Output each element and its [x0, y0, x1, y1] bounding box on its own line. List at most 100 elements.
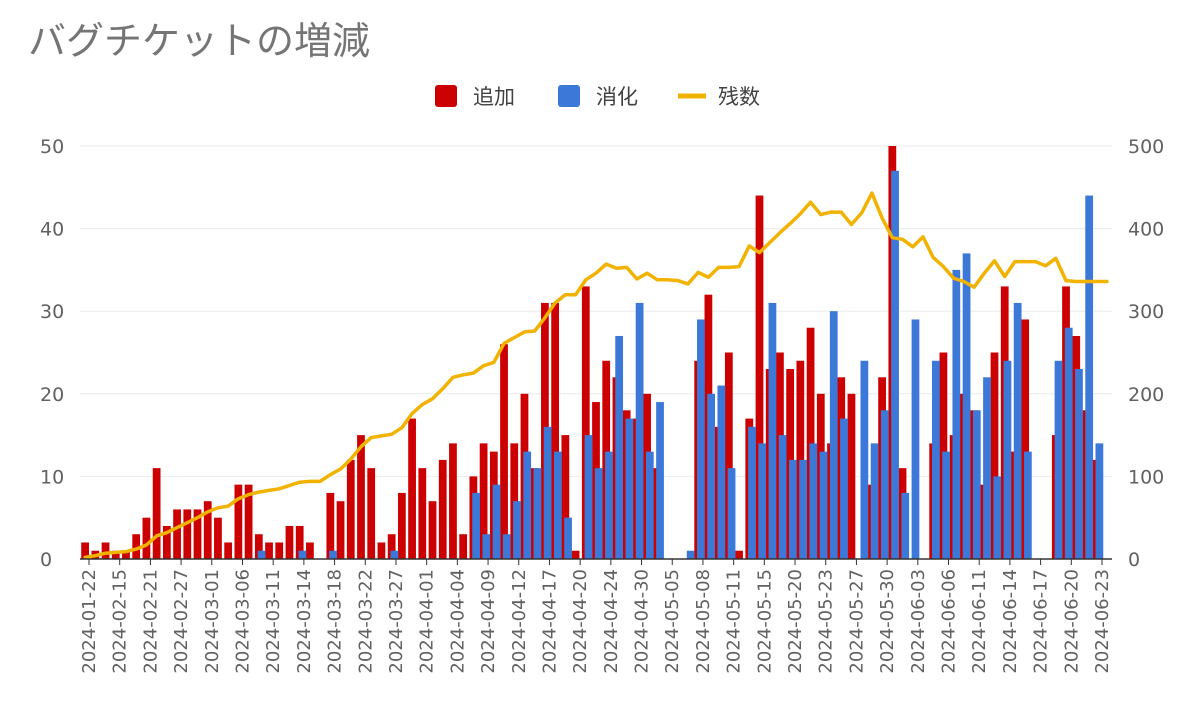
bar-done — [482, 534, 491, 559]
bar-done — [717, 385, 726, 559]
series-remaining-line — [83, 191, 1109, 560]
bar-done — [870, 443, 879, 559]
x-tick-label: 2024-06-23 — [1092, 569, 1113, 674]
legend-swatch — [558, 85, 580, 107]
bar-add — [295, 525, 304, 559]
bar-add — [428, 501, 437, 559]
bar-add — [111, 550, 120, 559]
chart-title: バグチケットの増減 — [28, 19, 370, 63]
bar-add — [847, 393, 856, 559]
bar-done — [748, 426, 756, 559]
bar-done — [829, 311, 838, 559]
x-tick-label: 2024-06-20 — [1061, 569, 1082, 674]
bar-done — [983, 377, 991, 559]
bar-done — [553, 451, 562, 559]
bar-done — [911, 319, 920, 559]
legend-label: 消化 — [596, 85, 638, 109]
bar-add — [132, 534, 141, 559]
bar-done — [390, 550, 399, 559]
y-tick-label-right: 300 — [1128, 301, 1164, 323]
bar-add — [357, 435, 365, 559]
bar-done — [625, 418, 634, 559]
gridlines — [80, 145, 1112, 477]
bar-done — [656, 402, 664, 559]
series-done-bars — [257, 170, 1104, 559]
bar-done — [605, 451, 613, 559]
bar-done — [1085, 195, 1094, 559]
x-tick-label: 2024-04-24 — [601, 569, 622, 674]
bar-done — [962, 253, 971, 559]
bar-add — [377, 542, 386, 559]
bar-add — [265, 542, 273, 559]
bar-add — [173, 509, 181, 559]
y-tick-label-right: 200 — [1128, 384, 1164, 406]
bar-done — [543, 426, 552, 559]
bar-done — [594, 468, 603, 559]
y-tick-label: 0 — [40, 549, 52, 571]
bar-done — [799, 459, 807, 559]
bar-done — [758, 443, 767, 559]
bar-add — [438, 459, 447, 559]
bar-add — [397, 492, 406, 559]
bar-done — [993, 476, 1002, 559]
bar-done — [697, 319, 705, 559]
bar-add — [285, 525, 294, 559]
y-axis-left: 0 10 20 30 40 50 — [40, 136, 64, 571]
bar-add — [449, 443, 457, 559]
y-tick-label-right: 400 — [1128, 219, 1164, 241]
legend: 追加 消化 残数 — [435, 85, 760, 109]
bar-add — [387, 534, 396, 559]
bar-add — [408, 418, 416, 559]
bar-done — [819, 451, 828, 559]
bar-done — [840, 418, 848, 559]
bar-add — [306, 542, 314, 559]
x-tick-label: 2024-04-30 — [632, 569, 653, 674]
x-tick-label: 2024-04-04 — [447, 569, 468, 674]
bar-done — [901, 492, 910, 559]
bar-add — [193, 509, 202, 559]
x-tick-label: 2024-01-22 — [79, 569, 100, 674]
x-tick-label: 2024-03-06 — [232, 569, 253, 674]
bar-done — [1013, 302, 1022, 559]
y-tick-label: 30 — [40, 301, 64, 323]
legend-label: 追加 — [473, 85, 515, 109]
bar-done — [932, 360, 940, 559]
x-tick-label: 2024-03-18 — [325, 569, 346, 674]
bar-done — [615, 335, 624, 559]
bar-add — [224, 542, 233, 559]
bar-done — [1003, 360, 1012, 559]
bar-done — [768, 302, 777, 559]
bar-add — [101, 542, 110, 559]
bar-add — [571, 550, 580, 559]
bar-add — [1021, 319, 1030, 559]
x-tick-label: 2024-06-03 — [908, 569, 929, 674]
x-tick-label: 2024-05-05 — [662, 569, 683, 674]
bar-add — [122, 550, 130, 559]
x-tick-label: 2024-04-20 — [570, 569, 591, 674]
bar-done — [809, 443, 818, 559]
x-tick-label: 2024-02-15 — [110, 569, 131, 674]
y-tick-label: 10 — [40, 466, 64, 488]
bar-done — [257, 550, 266, 559]
bar-done — [298, 550, 307, 559]
bar-done — [788, 459, 797, 559]
bar-add — [214, 517, 222, 559]
y-tick-label-right: 0 — [1128, 549, 1140, 571]
bar-done — [1054, 360, 1063, 559]
bar-done — [584, 435, 593, 559]
legend-label: 残数 — [718, 85, 760, 109]
bar-done — [645, 451, 654, 559]
bar-done — [1023, 451, 1032, 559]
bar-done — [329, 550, 337, 559]
bar-done — [727, 468, 736, 559]
bar-add — [254, 534, 263, 559]
bar-add — [367, 468, 376, 559]
y-tick-label-right: 100 — [1128, 466, 1164, 488]
bar-done — [880, 410, 889, 559]
x-tick-label: 2024-02-21 — [140, 569, 161, 674]
x-tick-label: 2024-05-30 — [877, 569, 898, 674]
bar-done — [564, 517, 572, 559]
bar-add — [561, 435, 570, 559]
bar-add — [152, 468, 161, 559]
